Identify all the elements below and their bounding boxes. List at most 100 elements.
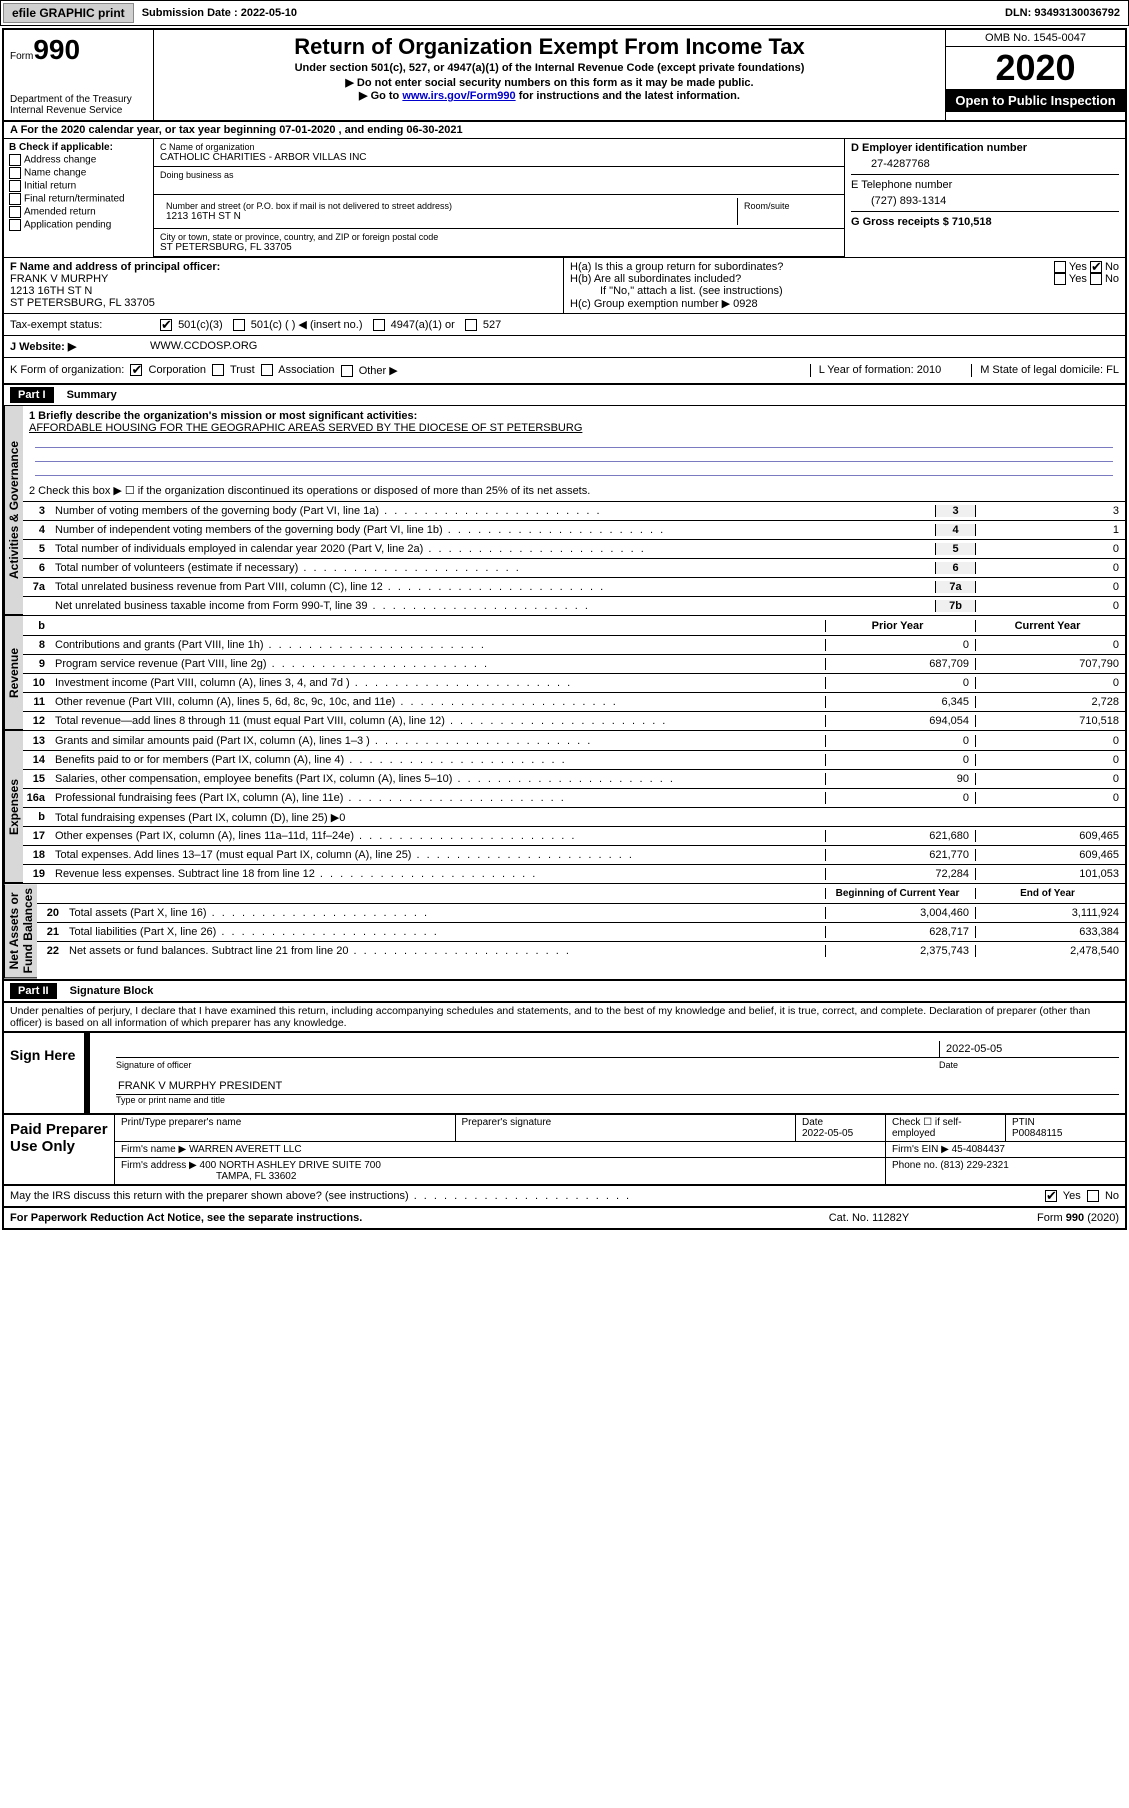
discuss-yes[interactable] [1045,1190,1057,1202]
firm-ein: 45-4084437 [952,1144,1005,1155]
form-subtitle: Under section 501(c), 527, or 4947(a)(1)… [160,62,939,74]
cb-name-change[interactable]: Name change [9,167,148,179]
part2-header: Part II Signature Block [4,980,1125,1003]
firm-ein-label: Firm's EIN ▶ [892,1144,949,1155]
hb-note: If "No," attach a list. (see instruction… [570,285,1119,297]
website-label: J Website: ▶ [10,340,150,353]
hb-yes[interactable]: Yes [1069,273,1087,285]
perjury-text: Under penalties of perjury, I declare th… [4,1003,1125,1031]
cb-assoc[interactable] [261,364,273,376]
sign-here-label: Sign Here [4,1033,84,1113]
tel-label: E Telephone number [851,179,952,191]
footer-right: Form 990 (2020) [969,1212,1119,1224]
form-number: 990 [33,34,80,65]
section-h: H(a) Is this a group return for subordin… [564,258,1125,313]
efile-button[interactable]: efile GRAPHIC print [3,3,134,23]
note-goto: ▶ Go to www.irs.gov/Form990 for instruct… [160,89,939,102]
side-netassets: Net Assets or Fund Balances [4,884,37,978]
side-governance: Activities & Governance [4,406,23,615]
cb-4947[interactable] [373,319,385,331]
header-middle: Return of Organization Exempt From Incom… [154,30,945,120]
street-value: 1213 16TH ST N [166,211,731,222]
footer-catno: Cat. No. 11282Y [769,1212,969,1224]
page-footer: For Paperwork Reduction Act Notice, see … [4,1208,1125,1228]
q2-label: 2 Check this box ▶ ☐ if the organization… [23,480,1125,501]
table-row: 10Investment income (Part VIII, column (… [23,673,1125,692]
section-d: D Employer identification number 27-4287… [845,139,1125,257]
section-b: B Check if applicable: Address change Na… [4,139,154,257]
sign-name-label: Type or print name and title [116,1095,1119,1105]
form-title: Return of Organization Exempt From Incom… [160,34,939,60]
sign-section: Sign Here 2022-05-05 Signature of office… [4,1031,1125,1115]
table-row: 14Benefits paid to or for members (Part … [23,750,1125,769]
cb-527[interactable] [465,319,477,331]
part1-title: Summary [57,389,117,401]
preparer-label: Paid Preparer Use Only [4,1115,114,1184]
cb-initial-return[interactable]: Initial return [9,180,148,192]
ha-no[interactable]: No [1105,261,1119,273]
tax-status-label: Tax-exempt status: [10,319,150,331]
sign-date: 2022-05-05 [939,1041,1119,1057]
row-a-taxyear: A For the 2020 calendar year, or tax yea… [4,122,1125,139]
table-row: 19Revenue less expenses. Subtract line 1… [23,864,1125,883]
state-domicile: M State of legal domicile: FL [971,364,1119,377]
top-toolbar: efile GRAPHIC print Submission Date : 20… [0,0,1129,26]
table-row: 22Net assets or fund balances. Subtract … [37,941,1125,960]
firm-phone: (813) 229-2321 [940,1160,1008,1171]
officer-addr1: 1213 16TH ST N [10,285,92,297]
cb-address-change[interactable]: Address change [9,154,148,166]
table-row: 17Other expenses (Part IX, column (A), l… [23,826,1125,845]
table-row: 3Number of voting members of the governi… [23,501,1125,520]
tax-year: 2020 [946,47,1125,89]
table-row: 7aTotal unrelated business revenue from … [23,577,1125,596]
officer-label: F Name and address of principal officer: [10,261,220,273]
officer-name: FRANK V MURPHY [10,273,108,285]
city-label: City or town, state or province, country… [160,232,838,242]
firm-name: WARREN AVERETT LLC [189,1144,302,1155]
cb-501c[interactable] [233,319,245,331]
table-row: 21Total liabilities (Part X, line 26)628… [37,922,1125,941]
section-f: F Name and address of principal officer:… [4,258,564,313]
part1-header: Part I Summary [4,385,1125,406]
ha-yes[interactable]: Yes [1069,261,1087,273]
cb-501c3[interactable] [160,319,172,331]
discuss-question: May the IRS discuss this return with the… [10,1190,1045,1202]
prep-selfemp[interactable]: Check ☐ if self-employed [885,1115,1005,1141]
mission-text: AFFORDABLE HOUSING FOR THE GEOGRAPHIC AR… [29,422,582,434]
table-row: 4Number of independent voting members of… [23,520,1125,539]
table-row: 16aProfessional fundraising fees (Part I… [23,788,1125,807]
cb-amended[interactable]: Amended return [9,206,148,218]
website-value: WWW.CCDOSP.ORG [150,340,257,353]
hb-no[interactable]: No [1105,273,1119,285]
firm-addr: 400 NORTH ASHLEY DRIVE SUITE 700 [200,1160,381,1171]
form990-link[interactable]: www.irs.gov/Form990 [402,90,515,102]
preparer-section: Paid Preparer Use Only Print/Type prepar… [4,1115,1125,1186]
table-row: 8Contributions and grants (Part VIII, li… [23,635,1125,654]
table-row: 6Total number of volunteers (estimate if… [23,558,1125,577]
revenue-grid: Revenue b Prior Year Current Year 8Contr… [4,616,1125,731]
cb-final-return[interactable]: Final return/terminated [9,193,148,205]
cb-trust[interactable] [212,364,224,376]
table-row: 9Program service revenue (Part VIII, lin… [23,654,1125,673]
prep-date-val: 2022-05-05 [802,1128,853,1139]
na-cy-hdr: End of Year [975,888,1125,899]
ein-label: D Employer identification number [851,142,1027,154]
discuss-no[interactable] [1087,1190,1099,1202]
submission-date: Submission Date : 2022-05-10 [136,5,303,21]
ptin-val: P00848115 [1012,1128,1062,1139]
street-label: Number and street (or P.O. box if mail i… [166,201,731,211]
part1-badge: Part I [10,387,54,403]
hb-label: H(b) Are all subordinates included? [570,273,1054,285]
hc-label: H(c) Group exemption number ▶ 0928 [570,297,1119,310]
cb-other[interactable] [341,365,353,377]
row-f-h: F Name and address of principal officer:… [4,257,1125,313]
prep-name-hdr: Print/Type preparer's name [121,1117,241,1128]
dba-label: Doing business as [160,170,838,180]
table-row: 12Total revenue—add lines 8 through 11 (… [23,711,1125,730]
year-formation: L Year of formation: 2010 [810,364,942,377]
table-row: 18Total expenses. Add lines 13–17 (must … [23,845,1125,864]
table-row: 15Salaries, other compensation, employee… [23,769,1125,788]
ha-label: H(a) Is this a group return for subordin… [570,261,1054,273]
cb-pending[interactable]: Application pending [9,219,148,231]
cb-corp[interactable] [130,364,142,376]
